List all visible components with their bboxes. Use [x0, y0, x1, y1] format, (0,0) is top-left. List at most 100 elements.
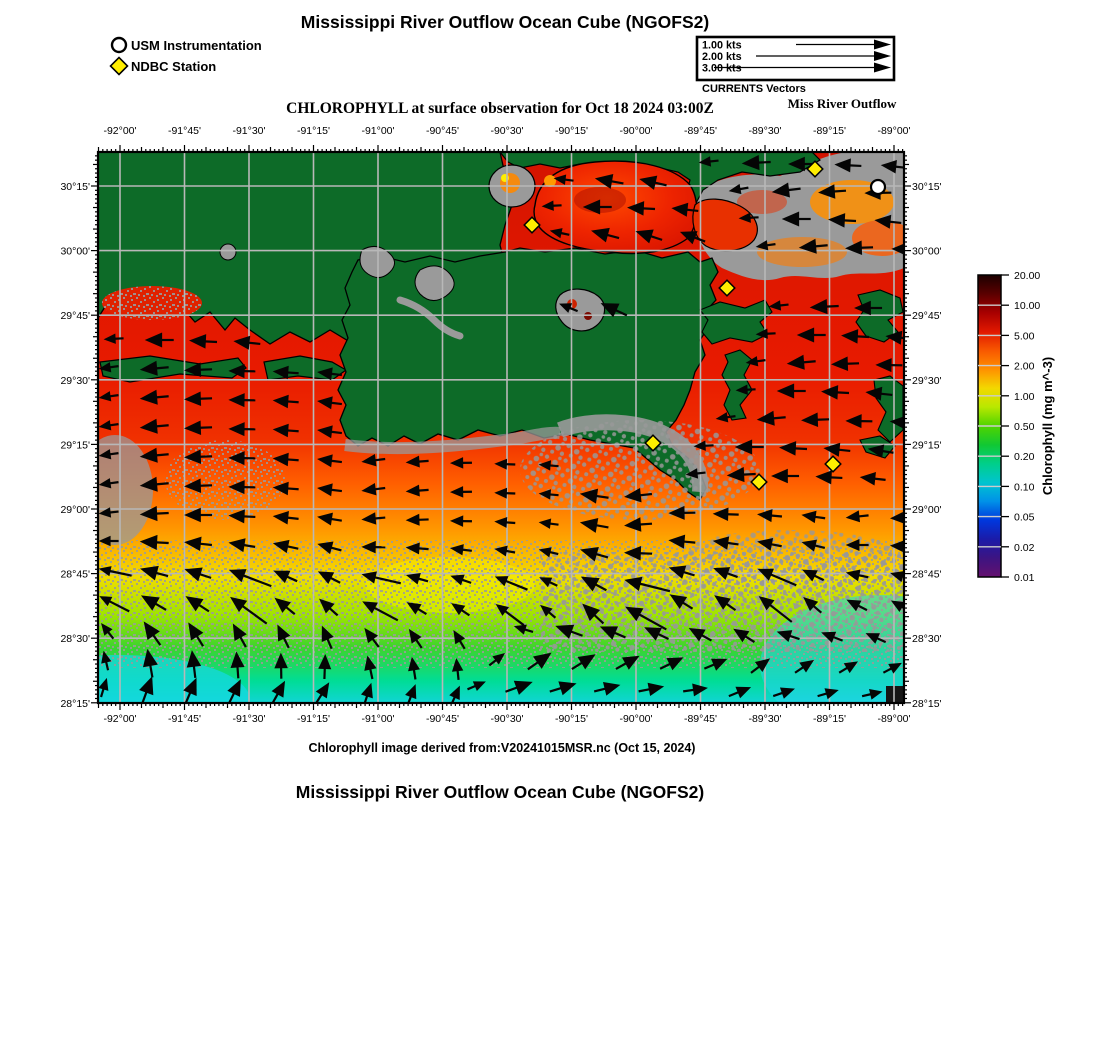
- arrow-tail: [788, 189, 801, 191]
- arrow-tail: [194, 666, 196, 678]
- y-axis-label-right: 29°30': [912, 375, 942, 387]
- arrow-tail: [880, 394, 892, 395]
- y-axis-label-left: 28°15': [60, 698, 90, 710]
- key-row-label: 2.00 kts: [702, 51, 742, 63]
- y-axis-label-right: 28°30': [912, 633, 942, 645]
- arrow-tail: [110, 395, 119, 396]
- arrow-tail: [803, 361, 816, 362]
- arrow-tail: [110, 453, 119, 454]
- cyan-patch-sw: [0, 655, 250, 745]
- arrow-tail: [287, 488, 298, 489]
- arrow-tail: [743, 474, 756, 475]
- arrow-tail: [200, 544, 212, 545]
- arrow-tail: [550, 465, 559, 466]
- currents-key-caption: CURRENTS Vectors: [702, 83, 806, 95]
- y-axis-label-right: 29°00': [912, 504, 942, 516]
- arrow-tail: [110, 366, 119, 367]
- arrow-tail: [643, 208, 655, 209]
- arrow-tail: [419, 490, 429, 491]
- speckle-east: [670, 530, 910, 590]
- arrow-tail: [697, 473, 706, 474]
- arrow-tail: [110, 424, 119, 425]
- arrow-tail: [287, 518, 298, 519]
- x-axis-label-bottom: -90°30': [490, 713, 523, 725]
- y-axis-label-right: 28°15': [912, 698, 942, 710]
- x-axis-label-bottom: -92°00': [103, 713, 136, 725]
- y-axis-label-right: 30°00': [912, 246, 942, 258]
- y-axis-label-left: 28°30': [60, 633, 90, 645]
- arrow-tail: [780, 305, 789, 306]
- ndbc-diamond-icon: [111, 58, 128, 75]
- x-axis-label-top: -89°45': [684, 125, 717, 137]
- arrow-tail: [837, 392, 849, 393]
- cb-tick-label: 0.10: [1014, 481, 1035, 493]
- y-axis-label-right: 29°15': [912, 439, 942, 451]
- cb-tick-label: 2.00: [1014, 361, 1035, 373]
- arrow-tail: [740, 188, 749, 190]
- arrow-tail: [156, 483, 169, 484]
- arrow-tail: [838, 450, 850, 451]
- cb-tick-label: 5.00: [1014, 330, 1035, 342]
- arrow-tail: [640, 524, 652, 525]
- arrow-tail: [331, 490, 342, 491]
- cb-tick-label: 0.20: [1014, 451, 1035, 463]
- arrow-tail: [683, 690, 694, 692]
- arrow-tail: [110, 512, 119, 513]
- arrow-tail: [889, 222, 901, 223]
- arrow-tail: [205, 341, 217, 342]
- colorbar-axis-label: Chlorophyll (mg m^-3): [1040, 357, 1055, 495]
- arrow-tail: [237, 666, 238, 678]
- x-axis-label-top: -90°15': [555, 125, 588, 137]
- arrow-tail: [815, 245, 828, 246]
- x-axis-label-bottom: -89°30': [748, 713, 781, 725]
- x-axis-label-bottom: -89°15': [813, 713, 846, 725]
- arrow-tail: [287, 459, 298, 460]
- arrow-tail: [640, 494, 652, 495]
- sound-orange-patch2: [757, 237, 847, 267]
- arrow-tail: [462, 550, 472, 551]
- y-axis-label-left: 29°45': [60, 310, 90, 322]
- arrow-tail: [795, 448, 807, 449]
- arrow-tail: [727, 416, 736, 417]
- arrow-tail: [773, 417, 786, 418]
- y-axis-label-left: 29°15': [60, 439, 90, 451]
- arrow-tail: [900, 338, 912, 339]
- x-axis-label-bottom: -90°45': [426, 713, 459, 725]
- source-caption: Chlorophyll image derived from:V20241015…: [309, 741, 696, 755]
- dark-corner-patch: [886, 686, 904, 703]
- x-axis-label-bottom: -91°00': [361, 713, 394, 725]
- x-axis-label-bottom: -91°30': [232, 713, 265, 725]
- arrow-tail: [757, 360, 766, 361]
- arrow-tail: [506, 522, 515, 523]
- arrow-tail: [849, 165, 861, 166]
- arrow-tail: [565, 180, 574, 181]
- arrow-tail: [156, 425, 169, 426]
- x-axis-label-top: -91°45': [168, 125, 201, 137]
- arrow-tail: [686, 210, 698, 211]
- arrow-tail: [419, 548, 429, 549]
- miss-river-outflow-label: Miss River Outflow: [788, 96, 897, 111]
- x-axis-label-bottom: -90°15': [555, 713, 588, 725]
- arrow-tail: [458, 670, 459, 680]
- cb-tick-label: 0.05: [1014, 512, 1035, 524]
- y-axis-label-left: 30°00': [60, 246, 90, 258]
- ndbc-legend-label: NDBC Station: [131, 59, 216, 74]
- cb-tick-label: 0.50: [1014, 421, 1035, 433]
- x-axis-label-top: -91°15': [297, 125, 330, 137]
- colorbar: 20.0010.005.002.001.000.500.200.100.050.…: [978, 270, 1055, 584]
- arrow-tail: [248, 343, 260, 344]
- arrow-tail: [331, 432, 342, 433]
- arrow-tail: [156, 367, 169, 368]
- x-axis-label-top: -90°45': [426, 125, 459, 137]
- x-axis-label-top: -89°30': [748, 125, 781, 137]
- arrow-tail: [758, 162, 771, 163]
- y-axis-label-left: 29°30': [60, 375, 90, 387]
- arrow-tail: [419, 461, 429, 462]
- y-axis-label-right: 28°45': [912, 569, 942, 581]
- arrow-tail: [874, 479, 885, 480]
- x-axis-label-bottom: -89°45': [684, 713, 717, 725]
- arrow-tail: [771, 516, 782, 517]
- arrow-tail: [110, 482, 119, 483]
- arrow-tail: [375, 488, 385, 489]
